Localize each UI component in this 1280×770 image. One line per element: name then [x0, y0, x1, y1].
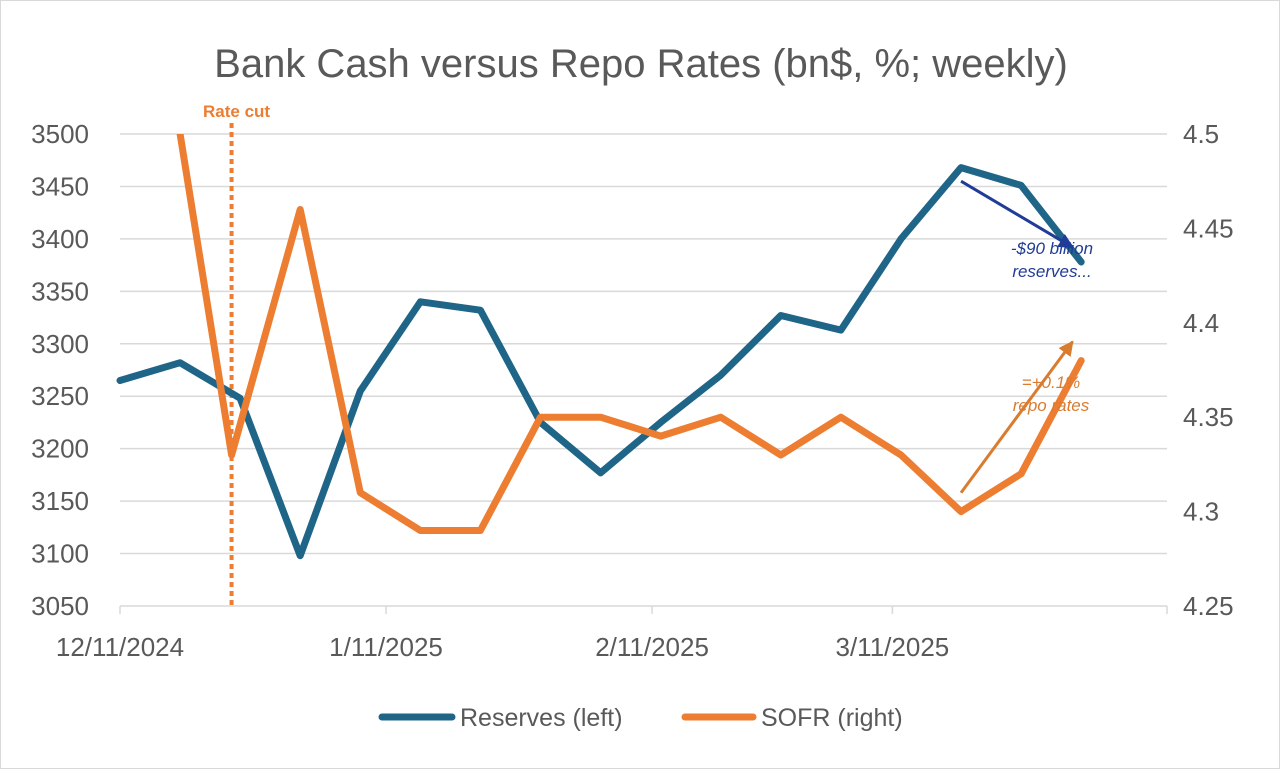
- x-tick-label: 12/11/2024: [56, 632, 184, 662]
- reserves-arrow: [960, 179, 1074, 249]
- left-tick-label: 3400: [31, 224, 89, 254]
- repo-annotation-text: =+0.1%: [1022, 373, 1081, 392]
- left-tick-label: 3250: [31, 381, 89, 411]
- repo-annotation-text: repo rates: [1013, 396, 1090, 415]
- left-tick-label: 3300: [31, 329, 89, 359]
- left-tick-label: 3050: [31, 591, 89, 621]
- x-tick-label: 1/11/2025: [329, 632, 443, 662]
- x-axis: 12/11/2024 1/11/2025 2/11/2025 3/11/2025: [56, 605, 1168, 662]
- legend-label-reserves: Reserves (left): [460, 704, 623, 732]
- x-tick-label: 3/11/2025: [836, 632, 950, 662]
- right-tick-label: 4.25: [1183, 591, 1234, 621]
- left-tick-label: 3350: [31, 276, 89, 306]
- right-tick-label: 4.5: [1183, 119, 1219, 149]
- left-tick-label: 3450: [31, 171, 89, 201]
- x-tick-label: 2/11/2025: [595, 632, 709, 662]
- annotations: -$90 billion reserves... =+0.1% repo rates: [959, 179, 1093, 494]
- right-axis-ticks: 4.25 4.3 4.35 4.4 4.45 4.5: [1183, 119, 1234, 621]
- right-tick-label: 4.45: [1183, 213, 1234, 243]
- reserves-line: [116, 164, 1085, 560]
- sofr-line: [176, 134, 1085, 534]
- reserves-annotation-text: -$90 billion: [1011, 239, 1093, 258]
- repo-arrow: [959, 340, 1074, 494]
- reserves-annotation-text: reserves...: [1012, 262, 1091, 281]
- left-tick-label: 3500: [31, 119, 89, 149]
- rate-cut-label: Rate cut: [203, 102, 270, 121]
- left-tick-label: 3200: [31, 434, 89, 464]
- chart-title: Bank Cash versus Repo Rates (bn$, %; wee…: [214, 42, 1068, 86]
- series-lines: [116, 134, 1085, 560]
- legend: Reserves (left) SOFR (right): [378, 704, 903, 732]
- left-tick-label: 3100: [31, 539, 89, 569]
- right-tick-label: 4.3: [1183, 497, 1219, 527]
- rate-cut-marker: Rate cut: [203, 102, 270, 606]
- right-tick-label: 4.35: [1183, 402, 1234, 432]
- left-axis-ticks: 3050 3100 3150 3200 3250 3300 3350 3400 3450 3500: [31, 119, 89, 621]
- right-tick-label: 4.4: [1183, 308, 1219, 338]
- left-tick-label: 3150: [31, 486, 89, 516]
- legend-label-sofr: SOFR (right): [761, 704, 903, 732]
